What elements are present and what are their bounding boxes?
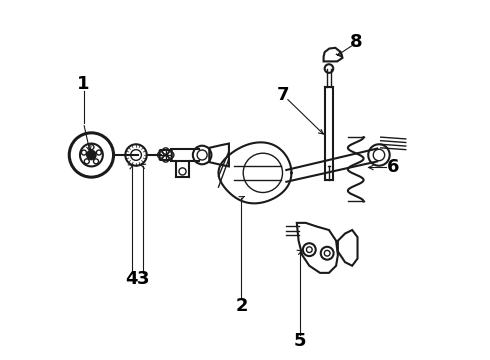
Text: 2: 2 — [235, 297, 247, 315]
Text: 7: 7 — [276, 86, 289, 104]
Text: 8: 8 — [350, 33, 363, 51]
Circle shape — [87, 150, 96, 159]
Text: 5: 5 — [294, 333, 307, 351]
Text: 1: 1 — [77, 75, 90, 93]
Text: 4: 4 — [125, 270, 138, 288]
Text: 6: 6 — [387, 158, 399, 176]
Text: 3: 3 — [137, 270, 149, 288]
